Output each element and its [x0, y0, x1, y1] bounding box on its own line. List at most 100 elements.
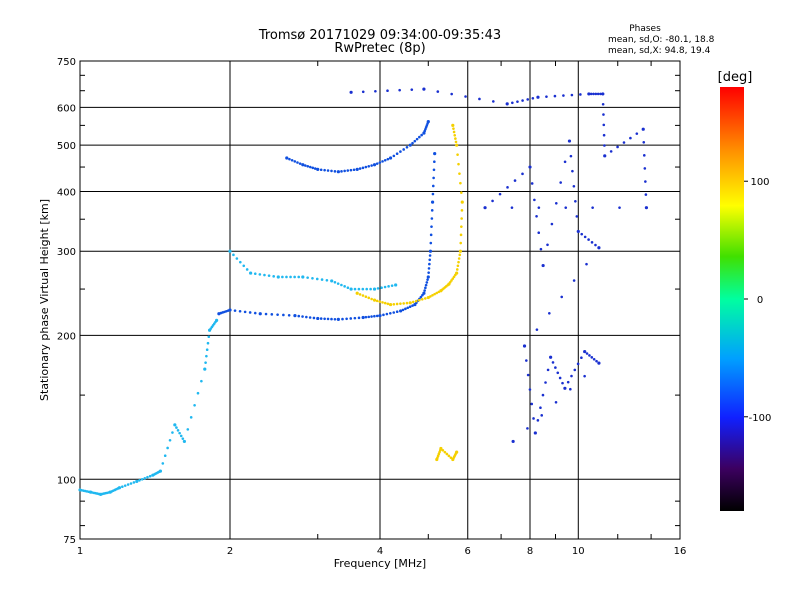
data-point	[392, 302, 396, 306]
data-point	[572, 184, 576, 188]
data-point	[146, 475, 149, 479]
data-point	[297, 314, 301, 318]
data-point	[642, 140, 646, 144]
data-point	[330, 279, 334, 283]
data-point	[205, 348, 209, 351]
data-point	[206, 341, 210, 345]
data-point	[386, 302, 390, 306]
data-point	[413, 139, 417, 143]
data-point	[163, 454, 167, 457]
data-point	[117, 486, 122, 490]
data-point	[343, 285, 346, 288]
data-point	[285, 156, 289, 160]
data-point	[551, 361, 555, 364]
data-point	[443, 450, 447, 454]
data-point	[580, 232, 584, 236]
data-point	[452, 130, 456, 134]
data-point	[526, 427, 529, 430]
data-point	[410, 88, 414, 91]
data-point	[426, 120, 430, 124]
data-point	[589, 92, 593, 96]
data-point	[333, 170, 337, 173]
data-point	[602, 113, 605, 116]
x-tick-label: 4	[377, 546, 383, 557]
data-point	[622, 141, 626, 144]
data-point	[459, 233, 463, 237]
data-point	[380, 286, 383, 289]
data-point	[506, 186, 509, 189]
x-axis-label: Frequency [MHz]	[334, 557, 426, 570]
data-point	[535, 328, 539, 331]
data-point	[301, 163, 305, 167]
data-point	[432, 176, 435, 180]
data-point	[558, 376, 562, 380]
data-point	[267, 274, 271, 277]
data-point	[643, 167, 647, 170]
data-point	[537, 231, 541, 235]
data-point	[178, 431, 181, 435]
data-point	[571, 169, 574, 173]
data-point	[432, 168, 436, 172]
data-point	[386, 89, 389, 93]
data-point	[143, 476, 147, 480]
data-point	[383, 301, 387, 305]
data-point	[585, 352, 589, 355]
data-point	[423, 289, 426, 292]
data-point	[596, 92, 600, 96]
data-point	[609, 150, 613, 153]
data-point	[644, 193, 648, 196]
data-point	[445, 452, 449, 456]
data-point	[428, 262, 431, 266]
data-point	[406, 306, 410, 310]
data-point	[378, 314, 382, 318]
data-point	[249, 271, 253, 275]
data-point	[458, 172, 461, 175]
colorbar-ticks: 100 0 -100	[744, 177, 771, 424]
phase-stat-x: mean, sd,X: 94.8, 19.4	[608, 46, 711, 56]
data-point	[276, 313, 279, 316]
data-point	[447, 454, 451, 458]
data-point	[457, 260, 460, 264]
data-point	[367, 296, 371, 300]
data-point	[597, 246, 601, 250]
x-tick-label: 16	[674, 546, 687, 557]
data-point	[242, 264, 246, 268]
data-point	[189, 416, 193, 419]
data-point	[330, 169, 333, 173]
data-point	[591, 206, 594, 209]
data-point	[382, 313, 385, 317]
data-point	[562, 94, 565, 97]
data-point	[361, 90, 365, 94]
data-point	[429, 233, 433, 237]
data-point	[364, 315, 368, 319]
data-point	[453, 133, 457, 137]
data-point	[491, 199, 494, 203]
data-point	[505, 102, 509, 106]
data-point	[563, 160, 567, 164]
data-point	[306, 164, 310, 168]
y-tick-label: 600	[57, 103, 76, 114]
data-point	[200, 379, 203, 383]
data-point	[121, 485, 124, 488]
data-point	[644, 206, 649, 210]
data-point	[439, 446, 443, 451]
data-point	[522, 344, 527, 348]
data-point	[585, 262, 588, 266]
data-point	[492, 100, 495, 103]
data-point	[193, 403, 196, 407]
data-point	[451, 277, 455, 280]
data-point	[288, 157, 291, 161]
data-point	[418, 135, 421, 139]
data-point	[179, 434, 183, 438]
data-point	[372, 163, 377, 167]
data-point	[349, 168, 353, 172]
data-point	[126, 483, 130, 486]
y-tick-label: 500	[57, 141, 76, 152]
colorbar-tick-label: 100	[750, 177, 769, 188]
data-point	[603, 154, 607, 158]
data-point	[430, 225, 433, 228]
data-point	[425, 281, 429, 284]
data-point	[386, 157, 390, 161]
data-point	[404, 307, 407, 311]
